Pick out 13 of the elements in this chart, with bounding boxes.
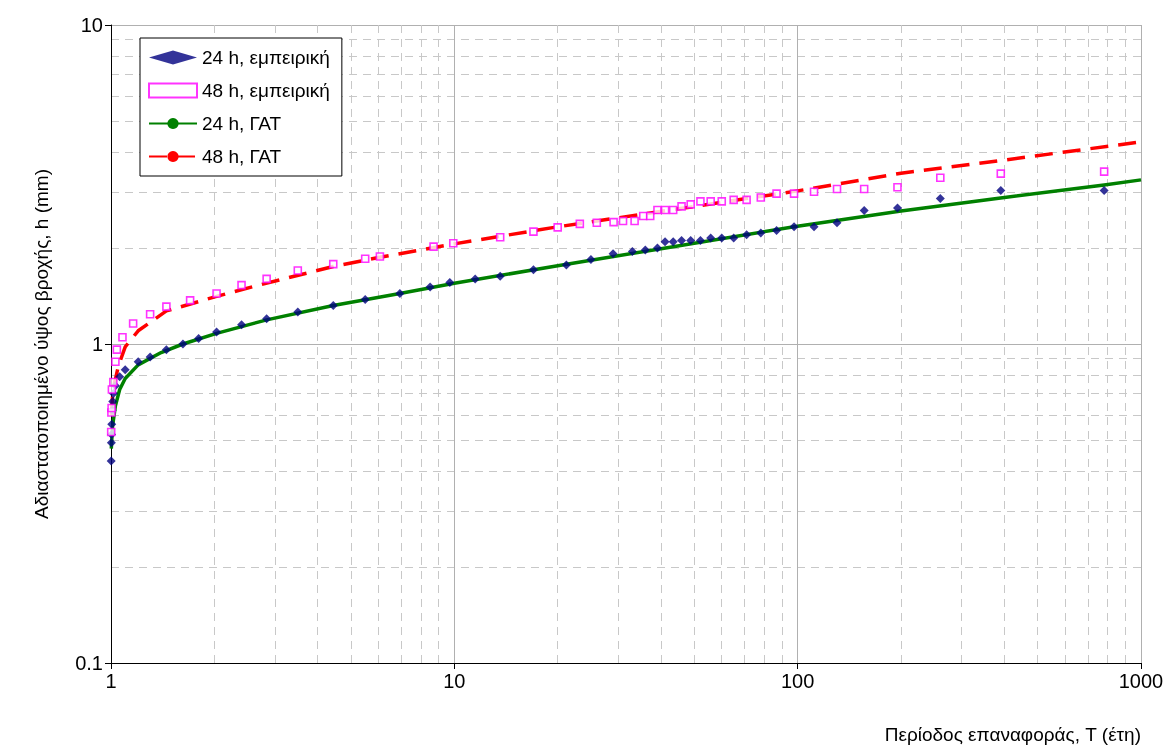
y-tick-label: 10: [80, 14, 103, 36]
y-tick-label: 0.1: [75, 652, 103, 674]
y-axis-title: Αδιαστατοποιημένο ύψος βροχής, h (mm): [30, 168, 52, 520]
x-tick-label: 100: [780, 670, 815, 692]
x-tick-label: 1000: [1118, 670, 1164, 692]
legend-label: 24 h, εμπειρική: [202, 47, 330, 68]
legend-label: 48 h, εμπειρική: [202, 80, 330, 101]
legend-label: 48 h, ΓΑΤ: [202, 146, 282, 167]
x-axis-title: Περίοδος επαναφοράς, T (έτη): [884, 724, 1141, 745]
x-tick-label: 1: [105, 670, 117, 692]
x-tick-label: 10: [443, 670, 466, 692]
legend-label: 24 h, ΓΑΤ: [202, 113, 282, 134]
y-tick-label: 1: [91, 333, 103, 355]
